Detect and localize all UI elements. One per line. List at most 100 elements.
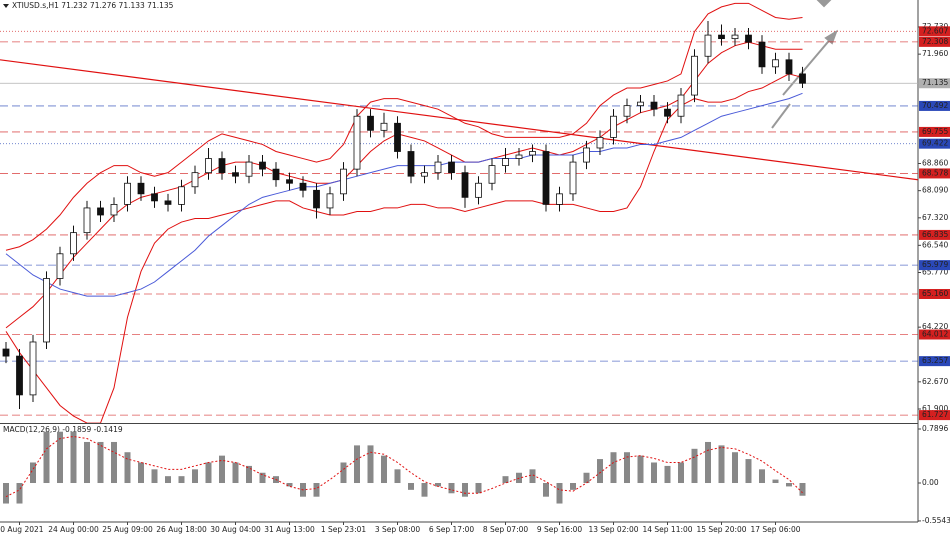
level-label: 61.727 <box>922 410 948 419</box>
macd-bar <box>610 452 617 484</box>
macd-bar <box>354 445 360 484</box>
y-tick-label: 66.540 <box>922 240 948 249</box>
macd-bar <box>30 462 36 484</box>
macd-title: MACD(12,26,9) -0.1859 -0.1419 <box>3 425 123 434</box>
macd-bar <box>111 441 117 484</box>
macd-bar <box>286 483 293 487</box>
macd-bar <box>84 441 90 484</box>
macd-bar <box>772 479 779 484</box>
level-label: 68.578 <box>922 168 948 177</box>
macd-bar <box>732 452 738 484</box>
candle-body <box>380 122 388 131</box>
x-tick-label: 15 Sep 20:00 <box>696 525 746 534</box>
macd-y-tick-label: 0.00 <box>922 478 939 487</box>
macd-y-tick-label: 0.7896 <box>922 424 948 433</box>
level-label: 65.160 <box>922 289 948 298</box>
arrow-annotation <box>771 0 838 129</box>
level-label-box <box>919 260 950 271</box>
level-label-box <box>919 410 950 421</box>
candle-body <box>502 158 509 167</box>
candle-body <box>772 59 779 68</box>
macd-bar <box>246 465 252 484</box>
macd-bar <box>70 431 77 484</box>
macd-bar <box>151 469 158 484</box>
candle-body <box>407 151 415 177</box>
candle-body <box>785 59 793 75</box>
x-tick-label: 26 Aug 18:00 <box>156 525 207 534</box>
level-label: 64.012 <box>922 329 948 338</box>
candle-body <box>367 115 374 131</box>
candle-body <box>556 193 563 205</box>
macd-bar <box>705 441 711 484</box>
candle-body <box>650 101 658 110</box>
candle-body <box>704 34 712 57</box>
candle-body <box>137 182 145 195</box>
macd-bar <box>219 455 225 484</box>
menu-triangle <box>3 4 9 8</box>
indicator-line <box>5 41 803 329</box>
level-label-box <box>919 289 950 300</box>
candle-body <box>664 108 671 117</box>
macd-bar <box>637 455 644 484</box>
macd-bar <box>799 483 806 496</box>
macd-signal <box>5 435 803 498</box>
x-tick-label: 13 Sep 02:00 <box>588 525 638 534</box>
macd-bar <box>313 483 320 497</box>
candle-body <box>97 207 104 216</box>
macd-bar <box>340 462 347 484</box>
x-tick-label: 31 Aug 13:00 <box>264 525 315 534</box>
macd-bar <box>570 483 576 490</box>
macd-bar <box>624 452 630 484</box>
candle-body <box>164 200 172 205</box>
indicator-line <box>5 92 803 297</box>
candle-body <box>110 204 118 216</box>
candle-body <box>2 348 10 357</box>
x-tick-label: 17 Sep 06:00 <box>750 525 800 534</box>
macd-bar <box>394 469 401 484</box>
candle-body <box>461 172 469 198</box>
macd-bar <box>97 441 104 484</box>
candle-body <box>569 161 577 195</box>
candle-body <box>529 151 536 156</box>
y-tick-label: 64.220 <box>922 322 948 331</box>
macd-bar <box>583 472 590 484</box>
macd-bar <box>232 462 239 484</box>
macd-bar <box>718 445 725 484</box>
level-label-box <box>919 126 950 137</box>
level-label: 65.979 <box>922 260 948 269</box>
level-label-box <box>919 36 950 47</box>
candle-body <box>245 161 253 177</box>
macd-bar <box>448 483 455 494</box>
level-label-box <box>919 100 950 111</box>
candle-body <box>83 207 91 234</box>
candle-body <box>313 189 320 209</box>
x-tick-label: 25 Aug 09:00 <box>102 525 153 534</box>
candle-body <box>448 161 455 174</box>
macd-bar <box>678 462 684 484</box>
level-label-box <box>919 229 950 240</box>
macd-bar <box>786 483 792 487</box>
candle-body <box>70 232 77 255</box>
y-tick-label: 71.960 <box>922 49 948 58</box>
candle-body <box>731 34 739 40</box>
macd-bar <box>192 469 198 484</box>
macd-bar <box>138 462 144 484</box>
macd-y-tick-label: -0.5543 <box>922 516 950 525</box>
macd-bar <box>691 448 698 484</box>
level-label: 72.308 <box>922 37 948 46</box>
indicator-line <box>5 73 803 423</box>
x-tick-label: 30 Aug 04:00 <box>210 525 261 534</box>
x-tick-label: 9 Sep 16:00 <box>537 525 583 534</box>
macd-bar <box>664 465 671 484</box>
macd-bar <box>759 469 765 484</box>
candle-body <box>16 355 23 396</box>
macd-bar <box>178 476 185 484</box>
candle-body <box>799 73 806 84</box>
macd-bar <box>259 472 266 484</box>
level-label-box <box>919 356 950 367</box>
macd-bar <box>57 431 63 484</box>
candle-body <box>178 186 185 205</box>
candle-body <box>745 34 752 43</box>
candle-body <box>205 158 212 174</box>
